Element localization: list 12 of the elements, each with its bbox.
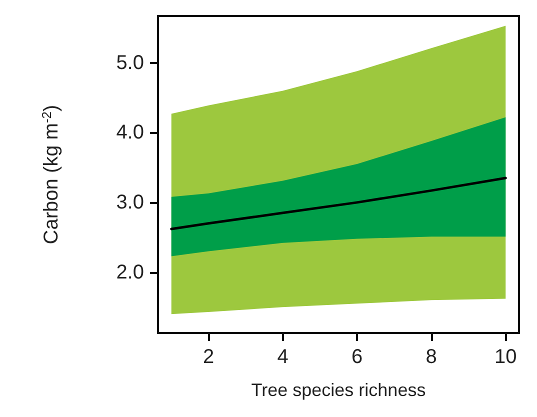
x-axis-title: Tree species richness bbox=[251, 380, 426, 400]
y-tick-label: 2.0 bbox=[116, 261, 144, 284]
x-tick-label: 6 bbox=[352, 346, 363, 368]
line-series bbox=[170, 176, 507, 230]
x-tick-label: 10 bbox=[494, 346, 517, 368]
y-tick-label: 3.0 bbox=[116, 191, 144, 214]
x-tick-label: 4 bbox=[277, 346, 288, 368]
y-tick-label: 4.0 bbox=[116, 122, 144, 144]
y-axis-title: Carbon (kg m-2) bbox=[39, 104, 62, 244]
x-tick-label: 2 bbox=[202, 346, 214, 368]
x-tick-label: 8 bbox=[426, 346, 437, 368]
y-tick-label: 5.0 bbox=[116, 52, 144, 74]
